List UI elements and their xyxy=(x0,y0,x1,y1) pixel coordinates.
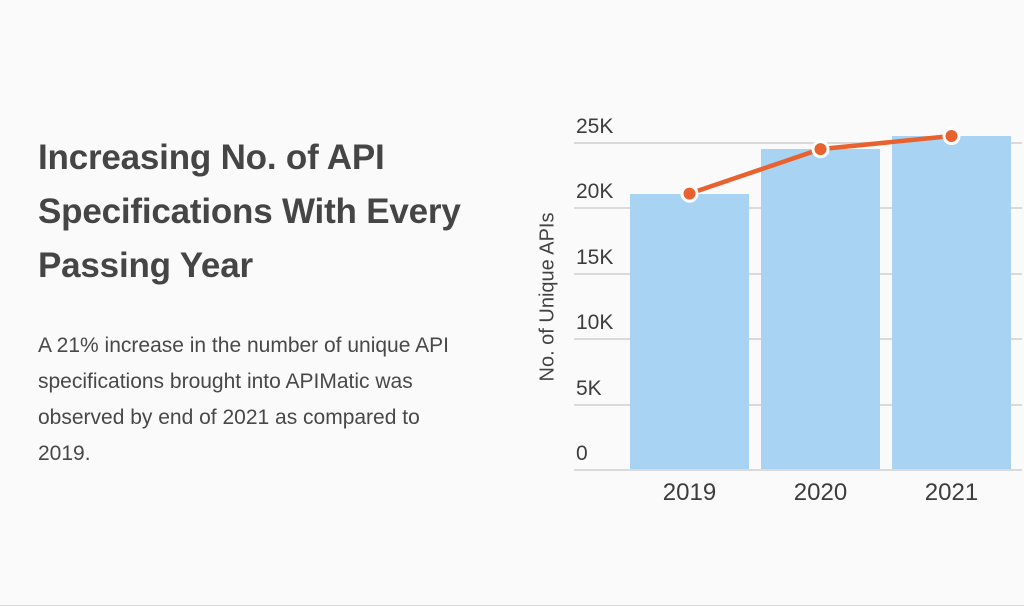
x-tick-label-2021: 2021 xyxy=(924,479,979,506)
data-point-2020 xyxy=(811,140,830,159)
y-tick-label: 5K xyxy=(576,376,602,400)
y-tick-label: 20K xyxy=(576,180,614,204)
gridline-20K xyxy=(574,207,1022,210)
plot-area: 0 5K 10K 15K 20K 25K 2019 2020 2021 xyxy=(574,116,1022,506)
bar-2020 xyxy=(761,149,880,469)
page-title-line-1: Increasing No. of API xyxy=(38,138,385,177)
y-tick-label: 10K xyxy=(576,311,614,335)
description-text: A 21% increase in the number of unique A… xyxy=(38,328,508,472)
bar-2019 xyxy=(630,193,749,469)
description-line-2: specifications brought into APIMatic was xyxy=(38,370,413,393)
gridline-10K xyxy=(574,338,1022,341)
bar-2021 xyxy=(892,136,1011,469)
data-point-2021 xyxy=(942,127,961,146)
x-tick-label-2019: 2019 xyxy=(662,479,717,506)
trend-line xyxy=(687,133,954,196)
page-title: Increasing No. of API Specifications Wit… xyxy=(38,131,508,293)
y-tick-label: 0 xyxy=(576,442,588,465)
x-tick-label-2020: 2020 xyxy=(793,479,848,506)
y-tick-label: 25K xyxy=(576,114,614,138)
gridline-15K xyxy=(574,272,1022,275)
data-point-2019 xyxy=(680,184,699,203)
description-line-3: observed by end of 2021 as compared to xyxy=(38,406,420,429)
gridline-25K xyxy=(574,141,1022,144)
description-line-4: 2019. xyxy=(38,442,91,465)
y-tick-label: 15K xyxy=(576,245,614,269)
page-title-line-2: Specifications With Every xyxy=(38,192,461,231)
y-axis-title: No. of Unique APIs xyxy=(536,212,559,382)
gridline-0 xyxy=(574,469,1022,471)
page-title-line-3: Passing Year xyxy=(38,246,253,285)
trend-line-overlay xyxy=(680,127,961,203)
text-column: Increasing No. of API Specifications Wit… xyxy=(38,131,508,293)
gridline-5K xyxy=(574,403,1022,406)
description-line-1: A 21% increase in the number of unique A… xyxy=(38,334,449,357)
